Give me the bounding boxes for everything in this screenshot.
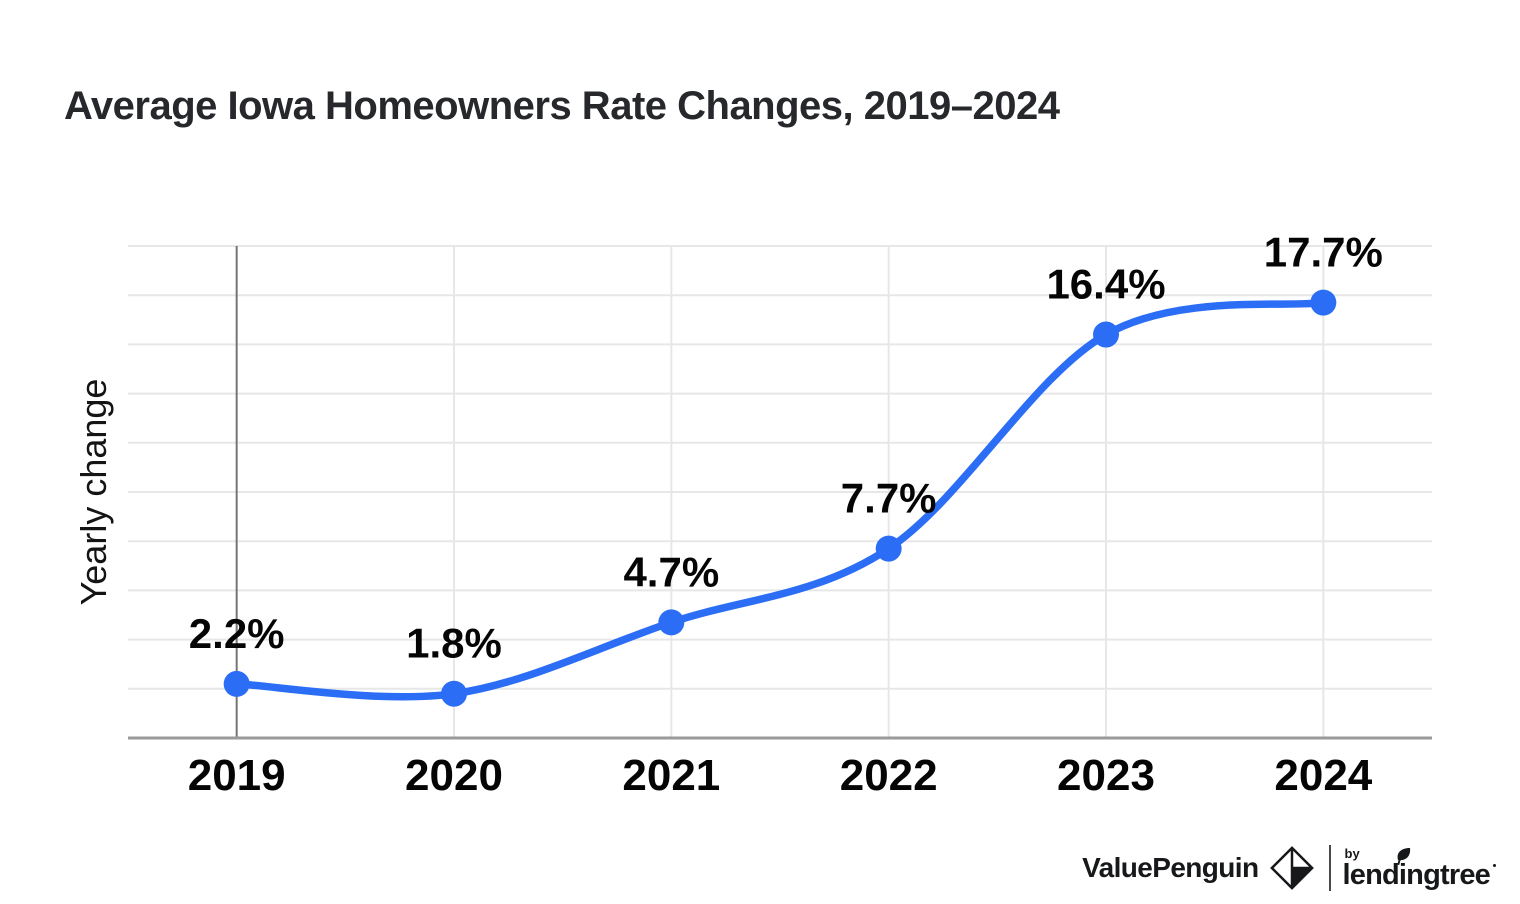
lendingtree-wordmark: lendingtree <box>1342 848 1496 892</box>
data-point <box>1093 321 1119 348</box>
by-label: by <box>1344 846 1360 862</box>
data-label: 2.2% <box>189 610 285 657</box>
data-point <box>223 670 250 697</box>
leaf-icon <box>1397 848 1410 866</box>
valuepenguin-penguin-icon <box>1269 846 1314 890</box>
x-tick-label: 2022 <box>840 751 938 800</box>
brand-footer: ValuePenguin by lendingtree <box>1082 840 1496 896</box>
x-tick-label: 2023 <box>1057 751 1155 800</box>
valuepenguin-wordmark: ValuePenguin <box>1082 852 1259 883</box>
series-line <box>232 298 1328 701</box>
data-label: 16.4% <box>1046 261 1165 308</box>
x-tick-label: 2024 <box>1274 751 1372 800</box>
logo-divider <box>1328 845 1331 891</box>
x-tick-label: 2019 <box>188 751 286 800</box>
trademark-dot <box>1493 864 1496 868</box>
data-label: 1.8% <box>406 620 502 667</box>
data-label: 7.7% <box>841 475 937 522</box>
data-point <box>875 535 902 562</box>
data-point <box>658 609 685 636</box>
data-label: 17.7% <box>1264 229 1383 276</box>
data-point <box>441 680 467 707</box>
lendingtree-block: by lendingtree <box>1342 845 1496 892</box>
chart-title: Average Iowa Homeowners Rate Changes, 20… <box>64 84 1060 128</box>
data-label: 4.7% <box>623 548 719 595</box>
x-tick-label: 2021 <box>622 751 720 800</box>
y-axis-title: Yearly change <box>73 379 114 606</box>
lendingtree-text: lendingtree <box>1342 859 1491 892</box>
x-tick-label: 2020 <box>405 751 503 800</box>
data-point <box>1310 289 1337 316</box>
